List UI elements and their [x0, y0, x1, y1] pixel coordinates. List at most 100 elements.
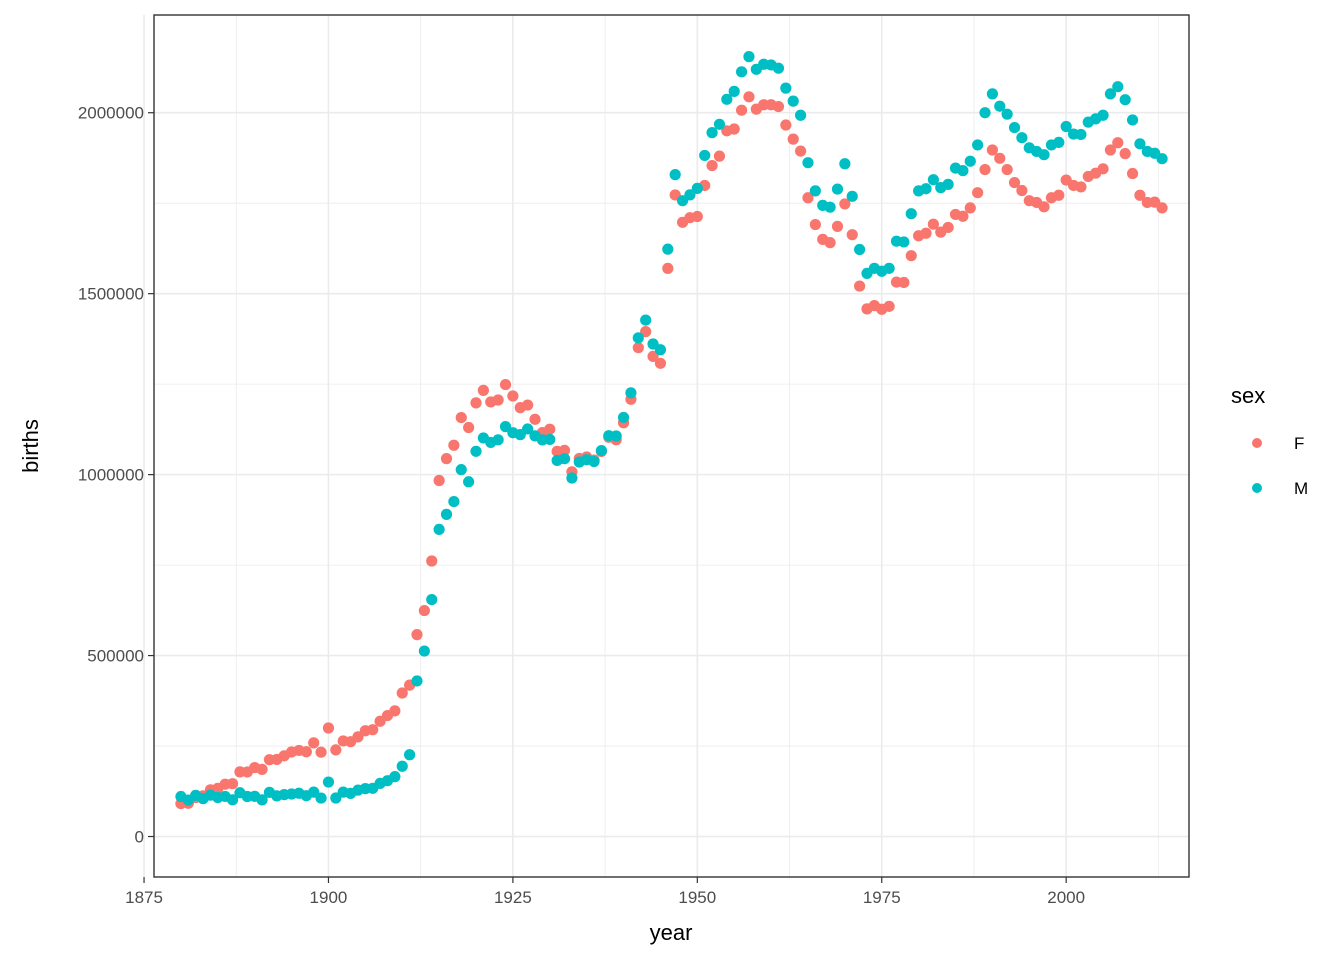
point-f	[389, 705, 401, 717]
point-f	[448, 439, 460, 451]
legend-label-f: F	[1294, 434, 1304, 453]
point-m	[831, 183, 844, 195]
point-f	[226, 778, 239, 790]
point-f	[463, 421, 475, 434]
point-f	[1038, 201, 1050, 213]
point-m	[1097, 109, 1109, 121]
y-tick-label: 500000	[87, 647, 144, 666]
point-f	[831, 220, 844, 232]
point-f	[787, 133, 799, 145]
y-axis-title: births	[18, 419, 43, 473]
point-m	[699, 149, 711, 162]
point-m	[1126, 114, 1139, 126]
point-m	[905, 208, 917, 220]
point-m	[1112, 81, 1124, 93]
point-m	[920, 183, 932, 195]
point-m	[499, 421, 512, 433]
legend: sex F M	[1231, 383, 1308, 498]
point-f	[728, 123, 740, 135]
point-m	[979, 107, 991, 119]
point-m	[470, 445, 482, 457]
point-f	[632, 342, 644, 354]
point-m	[566, 472, 578, 484]
point-m	[1156, 153, 1168, 165]
major-gridlines	[143, 15, 1189, 877]
point-m	[883, 262, 895, 274]
point-f	[824, 237, 836, 249]
point-f	[470, 397, 482, 409]
point-f	[839, 198, 851, 210]
point-f	[957, 210, 969, 222]
point-f	[883, 300, 895, 312]
point-m	[1016, 132, 1028, 144]
legend-key-f	[1252, 438, 1262, 448]
y-axis: 0 500000 1000000 1500000 2000000	[78, 104, 154, 847]
point-m	[957, 165, 969, 177]
point-f	[964, 202, 976, 214]
point-m	[640, 314, 652, 326]
legend-key-m	[1252, 483, 1262, 493]
point-m	[418, 645, 430, 657]
point-f	[455, 411, 467, 424]
point-m	[595, 444, 608, 457]
point-f	[662, 262, 674, 274]
point-f	[1119, 148, 1131, 160]
point-f	[1097, 163, 1109, 175]
point-f	[927, 218, 939, 230]
point-m	[617, 411, 630, 424]
point-m	[691, 182, 703, 194]
point-m	[809, 185, 821, 197]
x-tick-label: 1900	[310, 888, 348, 907]
point-m	[772, 62, 785, 74]
point-m	[492, 434, 504, 446]
point-m	[780, 82, 792, 94]
point-m	[389, 771, 401, 783]
minor-gridlines	[154, 15, 1189, 877]
point-f	[300, 746, 312, 758]
point-m	[522, 423, 534, 435]
point-m	[411, 675, 423, 687]
point-m	[706, 127, 718, 139]
legend-title: sex	[1231, 383, 1265, 408]
x-tick-label: 1925	[494, 888, 532, 907]
point-m	[654, 344, 667, 356]
point-m	[625, 387, 637, 399]
point-m	[440, 508, 453, 520]
plot-panel-background	[154, 15, 1189, 877]
y-tick-label: 1000000	[78, 466, 144, 485]
point-m	[728, 85, 740, 97]
point-m	[1134, 138, 1146, 150]
point-m	[854, 243, 866, 256]
point-m	[994, 100, 1006, 112]
point-f	[507, 390, 519, 402]
point-m	[802, 157, 814, 169]
point-f	[256, 763, 268, 775]
point-f	[352, 731, 364, 743]
point-m	[1001, 108, 1013, 120]
point-f	[735, 104, 748, 116]
point-f	[794, 145, 807, 157]
point-f	[1126, 167, 1139, 180]
point-m	[404, 749, 416, 761]
point-f	[654, 357, 667, 369]
point-f	[846, 229, 858, 241]
point-f	[994, 152, 1006, 164]
point-f	[330, 744, 342, 756]
point-f	[802, 192, 814, 204]
point-f	[647, 350, 659, 363]
point-f	[780, 119, 792, 131]
point-m	[610, 430, 622, 442]
point-m	[662, 243, 674, 255]
point-m	[396, 760, 408, 772]
point-m	[455, 464, 467, 476]
point-m	[846, 190, 858, 202]
x-axis: 1875 1900 1925 1950 1975 2000	[125, 877, 1085, 907]
x-axis-title: year	[650, 920, 693, 945]
point-f	[640, 326, 652, 338]
point-f	[315, 746, 327, 758]
point-m	[839, 158, 851, 170]
point-f	[1001, 163, 1013, 176]
point-f	[426, 555, 438, 567]
point-f	[396, 687, 408, 699]
